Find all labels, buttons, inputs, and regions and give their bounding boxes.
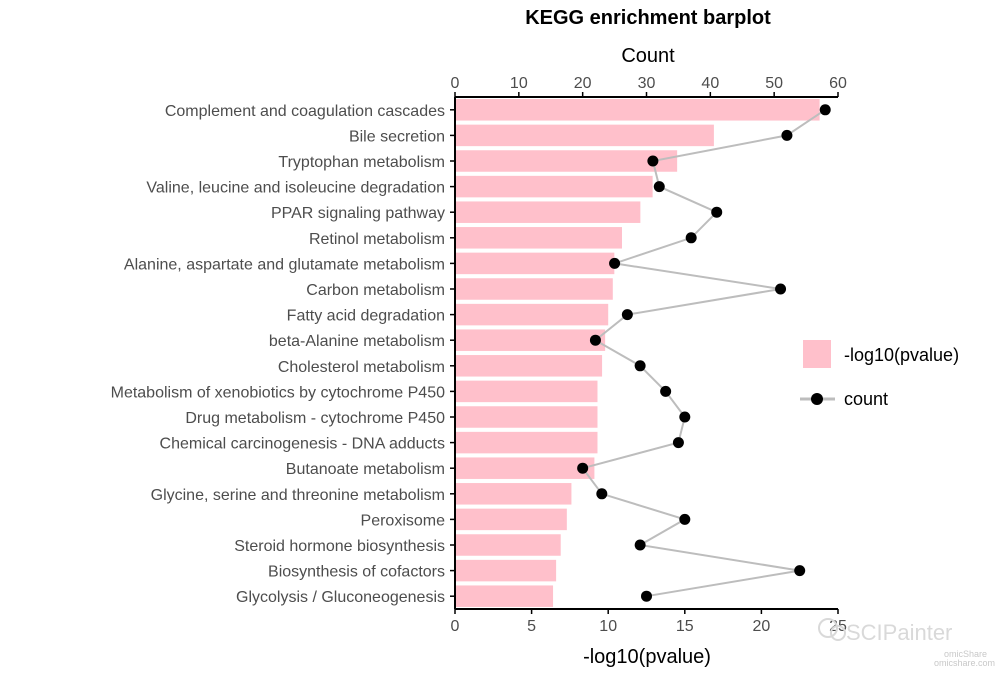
- top-axis-ticks: 0 10 20 30 40 50 60: [451, 75, 847, 97]
- bar-series: [455, 99, 820, 607]
- legend-point-key: [811, 393, 823, 405]
- bar: [455, 278, 613, 300]
- watermark-wechat-icon-2: [830, 625, 846, 641]
- category-label: Complement and coagulation cascades: [165, 103, 445, 120]
- legend: -log10(pvalue) count: [800, 340, 959, 409]
- category-label: Butanoate metabolism: [286, 461, 445, 478]
- category-label: Chemical carcinogenesis - DNA adducts: [160, 436, 445, 453]
- bar: [455, 406, 598, 428]
- count-line: [581, 108, 826, 598]
- bottom-tick-label: 20: [753, 618, 771, 635]
- top-tick-label: 50: [765, 75, 783, 92]
- category-label: Retinol metabolism: [309, 231, 445, 248]
- count-point: [609, 257, 621, 269]
- top-tick-label: 60: [829, 75, 847, 92]
- top-tick-label: 20: [574, 75, 592, 92]
- bar: [455, 124, 714, 147]
- legend-label-pvalue: -log10(pvalue): [844, 345, 959, 365]
- bar: [455, 508, 567, 531]
- category-label: Metabolism of xenobiotics by cytochrome …: [111, 384, 445, 401]
- count-point: [672, 437, 684, 449]
- axes: [454, 96, 838, 610]
- bottom-axis-title: -log10(pvalue): [583, 646, 711, 668]
- legend-label-count: count: [844, 389, 888, 409]
- count-point: [685, 232, 697, 244]
- category-label: Alanine, aspartate and glutamate metabol…: [124, 256, 445, 273]
- count-point: [621, 309, 633, 321]
- category-label: Biosynthesis of cofactors: [268, 564, 445, 581]
- count-point: [653, 181, 665, 193]
- watermark-small-2: omicshare.com: [934, 658, 995, 668]
- bar: [455, 534, 561, 556]
- top-tick-label: 0: [451, 75, 460, 92]
- bar: [455, 559, 557, 582]
- bar: [455, 483, 572, 505]
- category-label: Peroxisome: [361, 512, 446, 529]
- category-label: Valine, leucine and isoleucine degradati…: [146, 180, 445, 197]
- bottom-tick-label: 0: [451, 618, 460, 635]
- bar: [455, 431, 598, 454]
- watermark-text: SCIPainter: [846, 620, 952, 645]
- count-point: [679, 411, 691, 423]
- count-line-series: [581, 108, 826, 598]
- count-point: [647, 155, 659, 167]
- bar: [455, 329, 606, 351]
- watermark: SCIPainter omicShare omicshare.com: [818, 618, 995, 668]
- bottom-tick-label: 5: [527, 618, 536, 635]
- bar: [455, 355, 603, 377]
- bottom-tick-label: 15: [676, 618, 694, 635]
- count-point: [660, 385, 672, 397]
- count-point: [775, 283, 787, 295]
- top-tick-label: 10: [510, 75, 528, 92]
- category-label: Glycine, serine and threonine metabolism: [151, 487, 445, 504]
- category-label: PPAR signaling pathway: [271, 205, 445, 222]
- bar: [455, 201, 641, 223]
- category-labels: Complement and coagulation cascades Bile …: [111, 103, 445, 606]
- bar: [455, 380, 598, 403]
- count-point: [577, 462, 589, 474]
- category-label: Tryptophan metabolism: [278, 154, 445, 171]
- count-point: [589, 334, 601, 346]
- count-point: [634, 539, 646, 551]
- count-point: [711, 206, 723, 218]
- category-label: Steroid hormone biosynthesis: [234, 538, 445, 555]
- count-point: [641, 590, 652, 602]
- count-point-series: [577, 104, 831, 602]
- bar: [455, 175, 653, 198]
- top-axis-title: Count: [621, 45, 675, 67]
- count-point: [634, 360, 646, 372]
- bar: [455, 227, 622, 249]
- category-label: Glycolysis / Gluconeogenesis: [236, 589, 445, 606]
- legend-bar-key: [803, 340, 831, 368]
- bar: [455, 303, 609, 326]
- bar: [455, 99, 820, 121]
- top-tick-label: 30: [638, 75, 656, 92]
- watermark-small-1: omicShare: [944, 649, 987, 659]
- category-label: Fatty acid degradation: [287, 308, 445, 325]
- bar: [455, 252, 615, 275]
- count-point: [819, 104, 831, 116]
- category-label: Bile secretion: [349, 128, 445, 145]
- count-point: [596, 488, 608, 500]
- watermark-wechat-icon: [818, 618, 838, 638]
- top-tick-label: 40: [701, 75, 719, 92]
- category-label: beta-Alanine metabolism: [269, 333, 445, 350]
- bar: [455, 585, 554, 607]
- category-label: Carbon metabolism: [306, 282, 445, 299]
- bar: [455, 457, 595, 479]
- count-point: [781, 129, 793, 141]
- category-label: Drug metabolism - cytochrome P450: [185, 410, 445, 427]
- chart-title: KEGG enrichment barplot: [525, 7, 771, 29]
- bottom-tick-label: 10: [599, 618, 617, 635]
- count-point: [679, 513, 691, 525]
- category-label: Cholesterol metabolism: [278, 359, 445, 376]
- bar: [455, 150, 678, 172]
- bottom-axis-ticks: 0 5 10 15 20 25: [451, 609, 847, 635]
- count-point: [794, 565, 806, 577]
